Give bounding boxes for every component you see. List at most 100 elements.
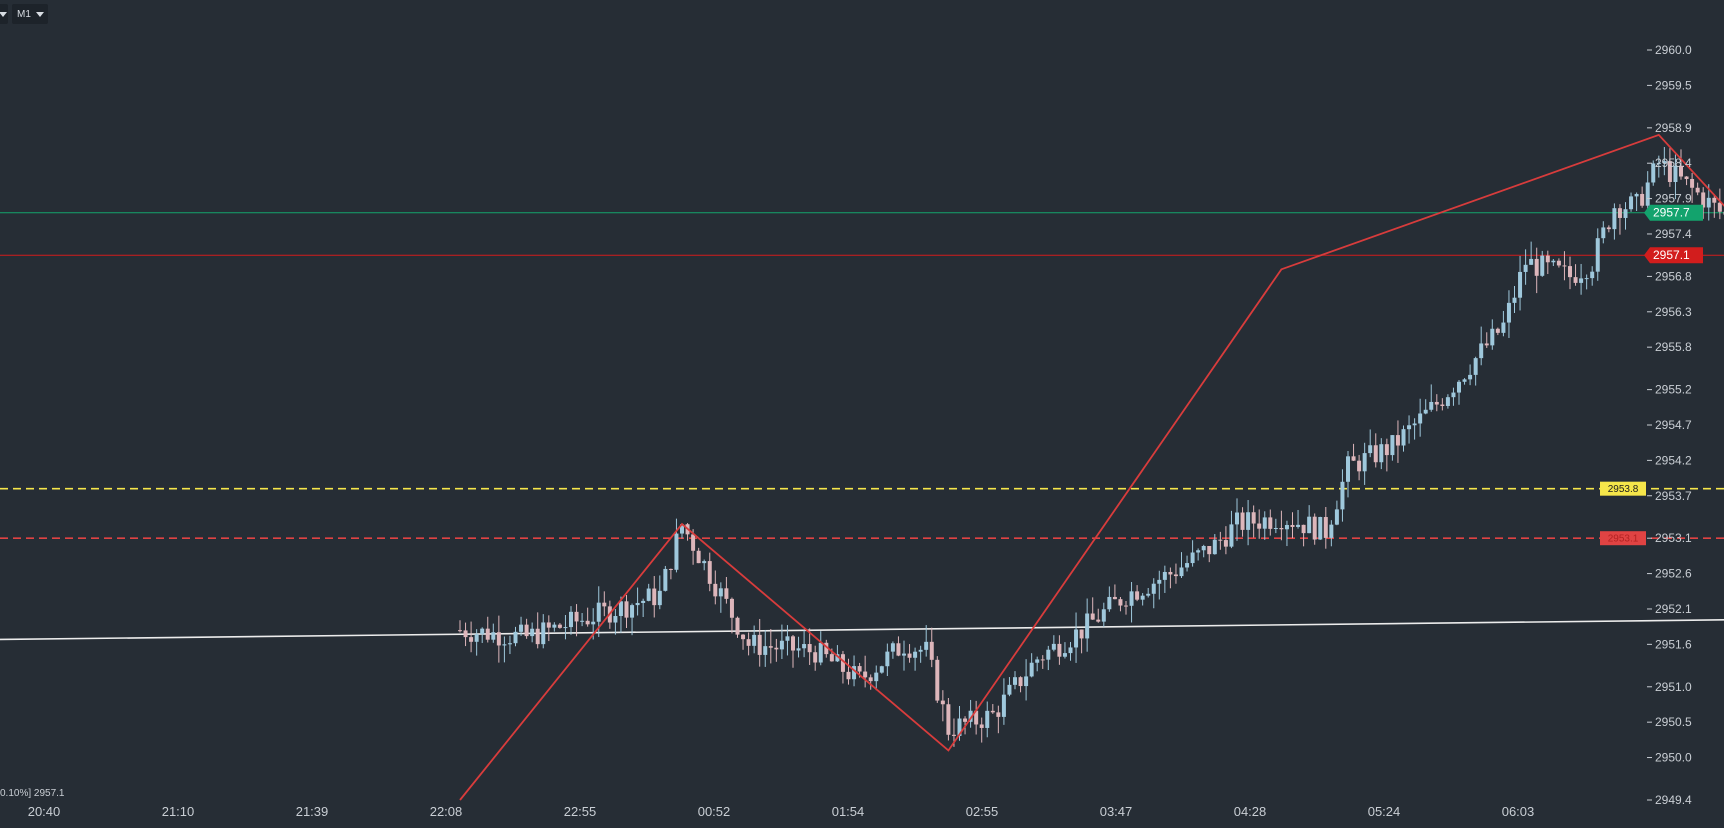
candle-body [802, 644, 807, 649]
candle-body [885, 651, 890, 667]
candle-body [863, 671, 868, 678]
price-tick-label: 2960.0 [1655, 43, 1692, 57]
candle-body [963, 718, 968, 722]
candle-body [1351, 456, 1356, 461]
candle-body [1129, 591, 1134, 606]
candle-body [1112, 596, 1117, 600]
candle-body [541, 622, 546, 645]
candle-body [480, 628, 485, 635]
candle-body [1229, 524, 1234, 547]
candle-body [502, 644, 507, 646]
candle-body [1168, 571, 1173, 575]
candle-body [1429, 401, 1434, 410]
candle-body [1629, 196, 1634, 210]
time-tick-label: 02:55 [966, 804, 999, 819]
candle-body [1223, 540, 1228, 547]
timeframe-dropdown[interactable]: M1 [12, 4, 48, 24]
candle-body [774, 647, 779, 650]
level-tag-box [1600, 531, 1646, 546]
candle-body [818, 642, 823, 663]
candle-body [1207, 545, 1212, 555]
time-tick-label: 00:52 [698, 804, 731, 819]
candle-body [1284, 524, 1289, 530]
candle-body [530, 628, 535, 637]
time-tick-label: 21:39 [296, 804, 329, 819]
candle-body [507, 643, 512, 645]
candle-body [641, 600, 646, 603]
price-tick-label: 2957.9 [1655, 192, 1692, 206]
candle-body [546, 622, 551, 628]
candle-body [935, 659, 940, 701]
candle-body [1068, 647, 1073, 654]
candle-body [1273, 528, 1278, 530]
candle-body [979, 724, 984, 728]
symbol-dropdown-button[interactable] [0, 4, 8, 24]
time-tick-label: 03:47 [1100, 804, 1133, 819]
price-levels-layer [0, 212, 1724, 540]
candle-body [1340, 481, 1345, 510]
chevron-down-icon [0, 11, 7, 17]
candle-body [1057, 643, 1062, 657]
candle-body [768, 646, 773, 648]
candle-body [1329, 524, 1334, 538]
price-tick-label: 2950.0 [1655, 751, 1692, 765]
candle-body [1290, 524, 1295, 527]
price-tick-label: 2954.7 [1655, 418, 1692, 432]
candle-body [913, 651, 918, 658]
candle-body [1040, 659, 1045, 661]
candle-body [1173, 574, 1178, 577]
candle-body [907, 653, 912, 658]
trendline-layer [0, 619, 1724, 641]
candle-body [1151, 583, 1156, 594]
candle-body [1373, 445, 1378, 463]
candle-body [1307, 516, 1312, 534]
candle-body [857, 666, 862, 672]
candle-body [1318, 517, 1323, 540]
candle-body [1473, 358, 1478, 375]
candle-body [1462, 379, 1467, 382]
candle-body [491, 632, 496, 640]
candle-body [874, 672, 879, 682]
candle-body [924, 641, 929, 650]
time-tick-label: 05:24 [1368, 804, 1401, 819]
candle-body [646, 588, 651, 601]
candle-body [1401, 429, 1406, 446]
time-tick-label: 21:10 [162, 804, 195, 819]
candle-body [868, 677, 873, 682]
candle-body [1262, 517, 1267, 529]
candle-body [1379, 444, 1384, 463]
candle-body [746, 639, 751, 646]
candle-body [1190, 552, 1195, 564]
candle-body [1029, 662, 1034, 677]
candle-body [557, 624, 562, 628]
price-tick-label: 2954.2 [1655, 453, 1692, 467]
price-tick-label: 2957.4 [1655, 227, 1692, 241]
candle-body [524, 624, 529, 637]
candle-body [1162, 571, 1167, 580]
price-tag-ask [1644, 204, 1703, 221]
level-tag-box [1600, 481, 1646, 496]
candle-body [1556, 260, 1561, 266]
candle-body [929, 641, 934, 660]
candle-body [1656, 162, 1661, 164]
candle-body [1684, 176, 1689, 180]
price-tick-label: 2950.5 [1655, 715, 1692, 729]
candle-body [890, 643, 895, 652]
candle-body [785, 636, 790, 641]
zigzag-layer [459, 133, 1724, 801]
candle-body [485, 628, 490, 640]
candle-body [1157, 579, 1162, 584]
candle-body [813, 652, 818, 663]
candle-body [1673, 165, 1678, 183]
candle-body [1468, 374, 1473, 380]
time-tick-label: 06:03 [1502, 804, 1535, 819]
candle-body [1590, 271, 1595, 279]
candle-body [1712, 197, 1717, 203]
candle-body [1562, 265, 1567, 267]
candle-body [1518, 271, 1523, 298]
price-tick-label: 2952.1 [1655, 602, 1692, 616]
candle-body [1584, 278, 1589, 280]
candle-body [902, 653, 906, 656]
trendline [0, 619, 1724, 641]
